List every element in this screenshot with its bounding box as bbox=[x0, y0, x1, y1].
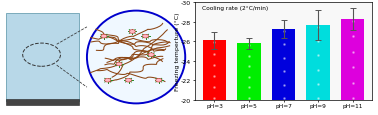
Bar bbox=[237, 44, 261, 100]
Point bbox=[246, 76, 252, 78]
Point bbox=[280, 44, 287, 46]
Circle shape bbox=[101, 35, 107, 39]
Circle shape bbox=[129, 30, 135, 34]
Bar bbox=[306, 26, 330, 100]
Ellipse shape bbox=[87, 12, 185, 104]
Point bbox=[315, 97, 321, 99]
Point bbox=[246, 97, 252, 99]
Polygon shape bbox=[6, 14, 79, 101]
Point bbox=[246, 87, 252, 89]
Text: Cooling rate (2°C/min): Cooling rate (2°C/min) bbox=[202, 6, 268, 11]
Point bbox=[315, 83, 321, 85]
Circle shape bbox=[148, 53, 154, 57]
Point bbox=[280, 57, 287, 59]
Point bbox=[280, 70, 287, 72]
Point bbox=[350, 82, 356, 84]
Point bbox=[211, 86, 217, 88]
Point bbox=[350, 67, 356, 69]
Polygon shape bbox=[6, 99, 79, 105]
Point bbox=[350, 97, 356, 99]
Point bbox=[280, 97, 287, 99]
Point bbox=[211, 97, 217, 99]
Circle shape bbox=[116, 63, 122, 66]
Bar bbox=[203, 41, 226, 100]
Point bbox=[350, 51, 356, 53]
Point bbox=[350, 36, 356, 38]
Point bbox=[211, 64, 217, 66]
Circle shape bbox=[156, 79, 162, 82]
Point bbox=[211, 42, 217, 44]
Point bbox=[315, 69, 321, 71]
Point bbox=[280, 84, 287, 86]
Point bbox=[211, 53, 217, 55]
Point bbox=[315, 41, 321, 43]
Point bbox=[350, 21, 356, 23]
Point bbox=[246, 45, 252, 47]
Y-axis label: Freezing temperture (°C): Freezing temperture (°C) bbox=[175, 13, 180, 91]
Point bbox=[315, 55, 321, 57]
Circle shape bbox=[143, 35, 149, 39]
Circle shape bbox=[105, 79, 111, 82]
Circle shape bbox=[125, 79, 132, 82]
Bar bbox=[272, 30, 295, 100]
Point bbox=[315, 27, 321, 29]
Point bbox=[211, 75, 217, 77]
Point bbox=[246, 55, 252, 57]
Bar bbox=[341, 20, 364, 100]
Point bbox=[246, 66, 252, 68]
Point bbox=[280, 31, 287, 32]
